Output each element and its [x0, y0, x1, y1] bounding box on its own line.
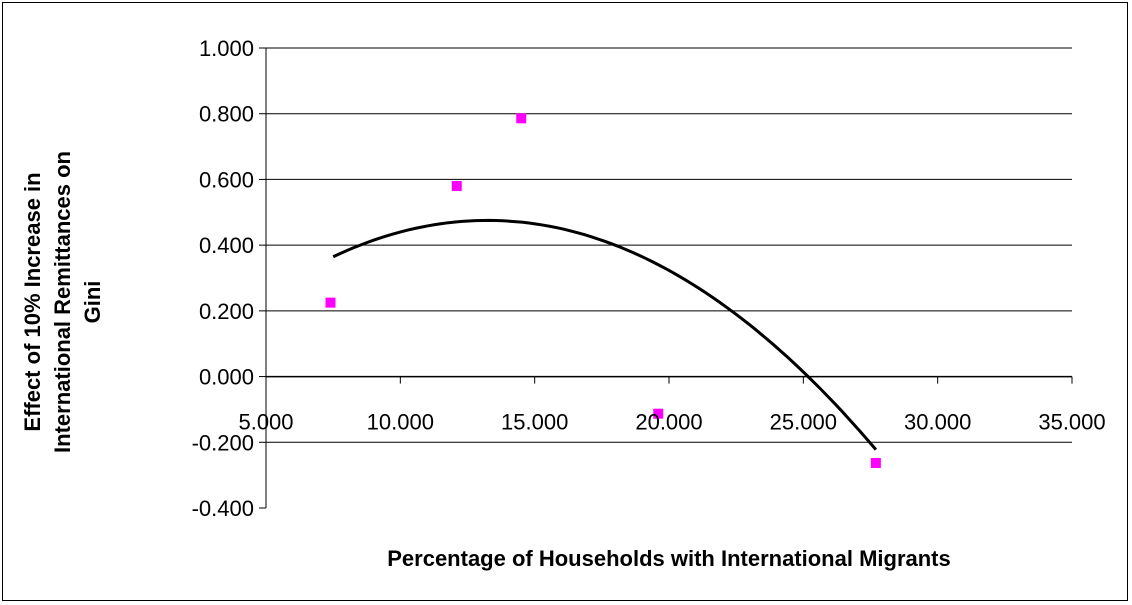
y-tick-labels: -0.400 -0.200 0.000 0.200 0.400 0.600 0.800 1.0… [192, 36, 254, 521]
x-tick-label-5: 30.000 [904, 410, 971, 435]
axes [259, 47, 1073, 509]
trendline [332, 218, 878, 451]
y-tick-label-0: -0.400 [192, 496, 254, 521]
data-point-0 [325, 297, 336, 308]
y-axis-title-line-2: International Remittances on [50, 151, 75, 453]
data-point-3 [653, 408, 664, 419]
x-tick-label-4: 25.000 [770, 410, 837, 435]
trendline-group [332, 218, 878, 451]
y-tick-label-6: 0.800 [199, 102, 254, 127]
y-tick-label-3: 0.200 [199, 299, 254, 324]
y-tick-label-4: 0.400 [199, 233, 254, 258]
data-point-2 [516, 113, 527, 124]
x-tick-labels: 5.000 10.000 15.000 20.000 25.000 30.000 35.00… [238, 410, 1105, 435]
x-tick-label-1: 10.000 [367, 410, 434, 435]
y-axis-title: Effect of 10% Increase in International … [20, 151, 105, 453]
x-tick-label-2: 15.000 [501, 410, 568, 435]
y-tick-label-1: -0.200 [192, 430, 254, 455]
y-axis-title-line-1: Effect of 10% Increase in [20, 172, 45, 431]
x-tick-label-3: 20.000 [635, 410, 702, 435]
data-point-4 [870, 457, 881, 468]
y-tick-label-5: 0.600 [199, 167, 254, 192]
y-tick-label-2: 0.000 [199, 365, 254, 390]
y-axis-title-line-3: Gini [80, 281, 105, 324]
data-points [325, 113, 881, 468]
data-point-1 [451, 181, 462, 191]
x-tick-label-0: 5.000 [238, 410, 293, 435]
x-tick-label-6: 35.000 [1038, 410, 1105, 435]
x-axis-title: Percentage of Households with Internatio… [387, 546, 951, 571]
y-tick-label-7: 1.000 [199, 36, 254, 61]
